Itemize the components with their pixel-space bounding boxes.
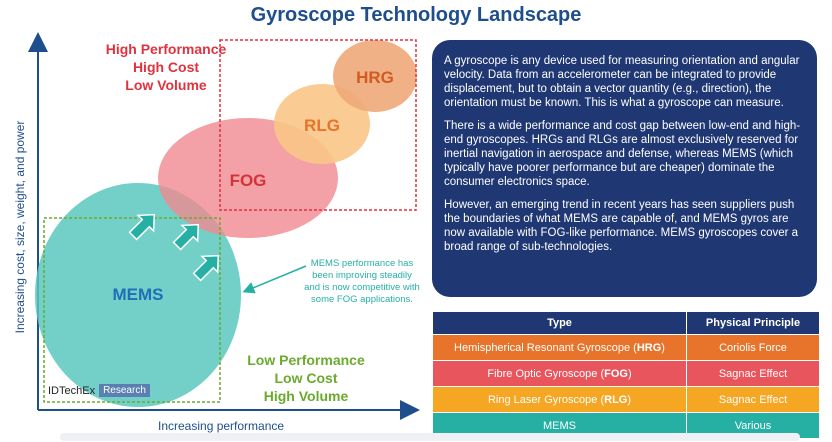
logo-brand: IDTechEx [48, 384, 96, 397]
info-paragraph-2: There is a wide performance and cost gap… [444, 120, 801, 188]
table-header-row: Type Physical Principle [432, 311, 820, 335]
improvement-arrows [128, 213, 220, 282]
low-performance-label: Low Performance Low Cost High Volume [226, 351, 386, 405]
mems-label: MEMS [112, 285, 164, 304]
type-abbr: FOG [604, 367, 628, 380]
idtechex-logo: IDTechEx Research [48, 384, 150, 397]
principle-cell: Sagnac Effect [686, 360, 820, 387]
y-axis-label: Increasing cost, size, weight, and power [13, 120, 27, 334]
high-line-3: Low Volume [125, 77, 207, 93]
table-row: Hemispherical Resonant Gyroscope (HRG) C… [432, 334, 820, 361]
low-performance-region [43, 217, 221, 403]
table-row: Ring Laser Gyroscope (RLG) Sagnac Effect [432, 386, 820, 413]
logo-tag: Research [99, 384, 150, 397]
header-type: Type [432, 311, 687, 335]
page-title: Gyroscope Technology Landscape [250, 4, 582, 26]
low-line-2: Low Cost [274, 370, 338, 386]
table-row: Fibre Optic Gyroscope (FOG) Sagnac Effec… [432, 360, 820, 387]
gyroscope-types-table: Type Physical Principle Hemispherical Re… [432, 311, 820, 439]
type-cell: Hemispherical Resonant Gyroscope (HRG) [432, 334, 687, 361]
type-cell: Ring Laser Gyroscope (RLG) [432, 386, 687, 413]
hrg-bubble [333, 40, 417, 112]
high-line-2: High Cost [132, 59, 200, 75]
info-paragraph-3: However, an emerging trend in recent yea… [444, 199, 799, 253]
type-abbr: RLG [604, 393, 628, 406]
rlg-label: RLG [304, 116, 340, 135]
header-principle: Physical Principle [686, 311, 820, 335]
high-performance-label: High Performance High Cost Low Volume [86, 40, 246, 94]
mems-note: MEMS performance has been improving stea… [304, 258, 420, 305]
principle-cell: Coriolis Force [686, 334, 820, 361]
rlg-bubble [274, 84, 370, 164]
type-cell: Fibre Optic Gyroscope (FOG) [432, 360, 687, 387]
note-pointer [242, 265, 307, 294]
high-line-1: High Performance [105, 41, 227, 57]
low-line-3: High Volume [263, 388, 349, 404]
type-text: Hemispherical Resonant Gyroscope ( [454, 341, 637, 354]
info-paragraph-1: A gyroscope is any device used for measu… [444, 55, 800, 109]
x-axis-label: Increasing performance [158, 419, 285, 433]
type-text: Ring Laser Gyroscope ( [487, 393, 605, 406]
low-line-1: Low Performance [247, 352, 365, 368]
hrg-label: HRG [356, 68, 394, 87]
type-abbr: HRG [636, 341, 662, 354]
high-performance-region [219, 39, 417, 211]
bottom-shadow [60, 433, 800, 441]
fog-label: FOG [229, 171, 267, 190]
info-panel: A gyroscope is any device used for measu… [432, 40, 817, 297]
type-text: Fibre Optic Gyroscope ( [487, 367, 605, 380]
principle-cell: Sagnac Effect [686, 386, 820, 413]
